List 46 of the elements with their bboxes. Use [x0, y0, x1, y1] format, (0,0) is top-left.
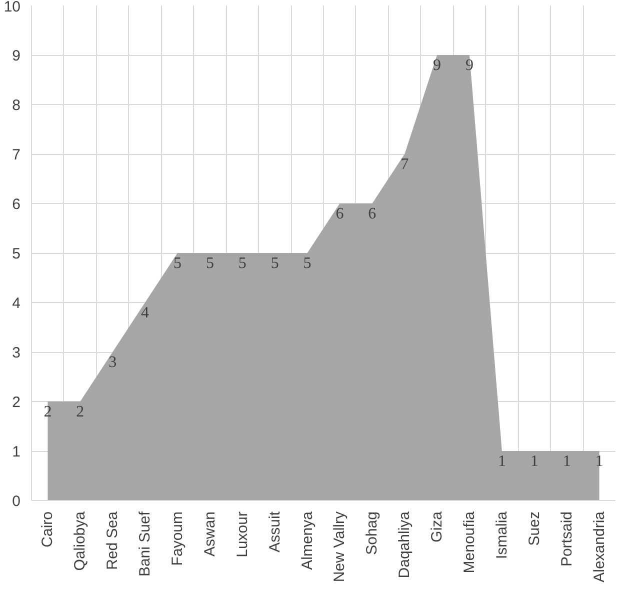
y-tick-label: 1	[12, 444, 20, 460]
x-tick-label: Almenya	[298, 510, 316, 570]
y-tick-label: 3	[12, 344, 20, 362]
x-tick-label: New Vallry	[331, 511, 348, 582]
y-tick-label: 0	[12, 493, 20, 510]
x-tick-label: Portsaid	[558, 511, 576, 567]
x-tick-label: Ismalia	[493, 510, 510, 560]
data-label: 1	[530, 453, 538, 470]
data-label: 3	[108, 354, 117, 371]
y-tick-label: 2	[12, 394, 20, 411]
x-tick-label: Qaliobya	[72, 510, 89, 571]
y-tick-label: 4	[12, 295, 20, 312]
data-label: 6	[368, 206, 376, 222]
data-label: 2	[76, 404, 84, 420]
data-label: 1	[562, 453, 571, 470]
data-label: 7	[400, 156, 409, 173]
data-label: 5	[238, 255, 246, 272]
x-tick-label: Assuit	[266, 510, 284, 552]
y-tick-label: 6	[12, 196, 20, 213]
data-label: 2	[44, 404, 52, 420]
data-label: 5	[174, 255, 182, 272]
x-tick-label: Aswan	[201, 511, 218, 557]
x-tick-label: Fayoum	[169, 511, 186, 566]
data-label: 4	[141, 304, 150, 322]
x-tick-label: Bani Suef	[136, 510, 154, 577]
x-tick-label: Menoufia	[461, 510, 478, 574]
x-tick-label: Luxour	[234, 511, 251, 558]
data-label: 9	[433, 57, 442, 74]
y-tick-label: 9	[12, 48, 20, 64]
x-tick-label: Daqahliya	[396, 510, 414, 578]
data-label: 5	[303, 255, 312, 272]
y-tick-label: 8	[12, 97, 20, 114]
y-tick-label: 5	[12, 246, 20, 262]
x-tick-label: Sohag	[364, 512, 381, 555]
x-tick-label: Giza	[428, 510, 446, 542]
data-label: 1	[498, 453, 506, 470]
x-tick-label: Suez	[526, 511, 543, 546]
x-tick-label: Alexandria	[590, 510, 608, 582]
x-tick-label: Red Sea	[104, 510, 122, 570]
data-label: 5	[270, 255, 279, 272]
y-tick-label: 7	[12, 146, 20, 164]
data-label: 1	[595, 453, 604, 470]
y-tick-label: 10	[4, 0, 21, 16]
x-tick-label: Cairo	[39, 511, 56, 548]
data-label: 6	[336, 206, 344, 222]
data-label: 5	[206, 255, 214, 272]
